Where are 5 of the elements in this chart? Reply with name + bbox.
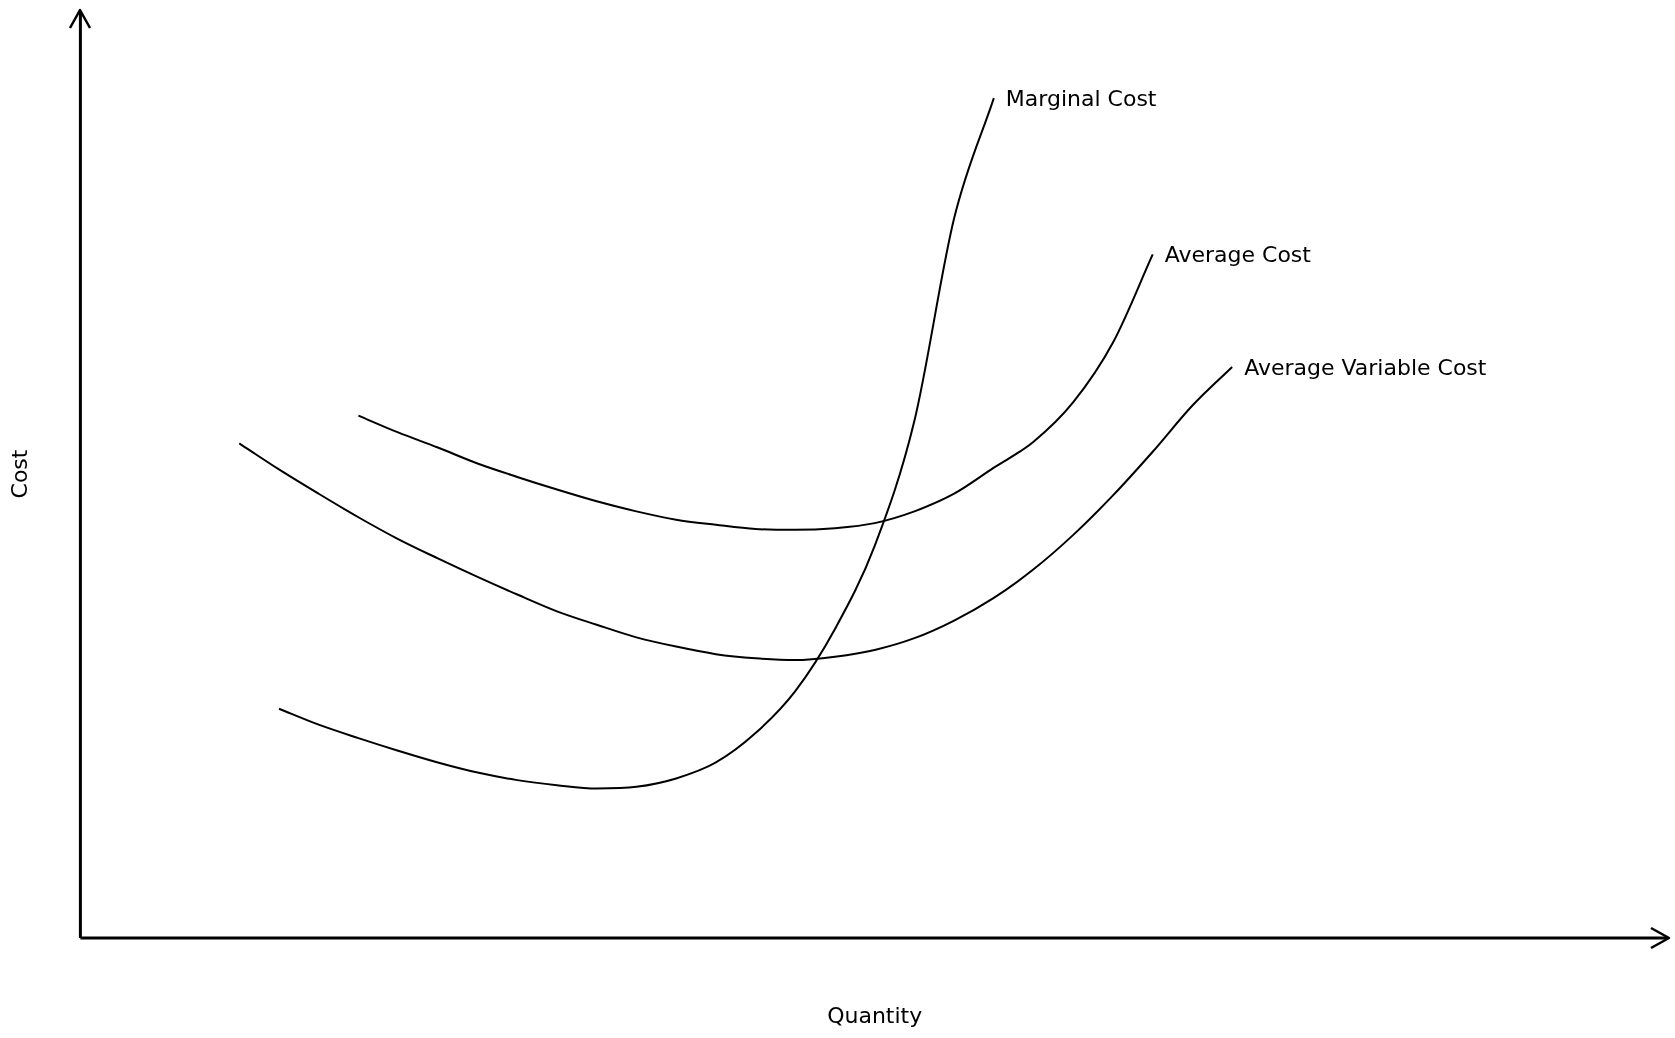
x-axis-title: Quantity	[827, 1002, 923, 1028]
y-axis-title: Cost	[6, 449, 32, 499]
series-label: Average Variable Cost	[1244, 354, 1487, 380]
series-label: Marginal Cost	[1005, 85, 1157, 111]
series-label: Average Cost	[1164, 242, 1312, 268]
